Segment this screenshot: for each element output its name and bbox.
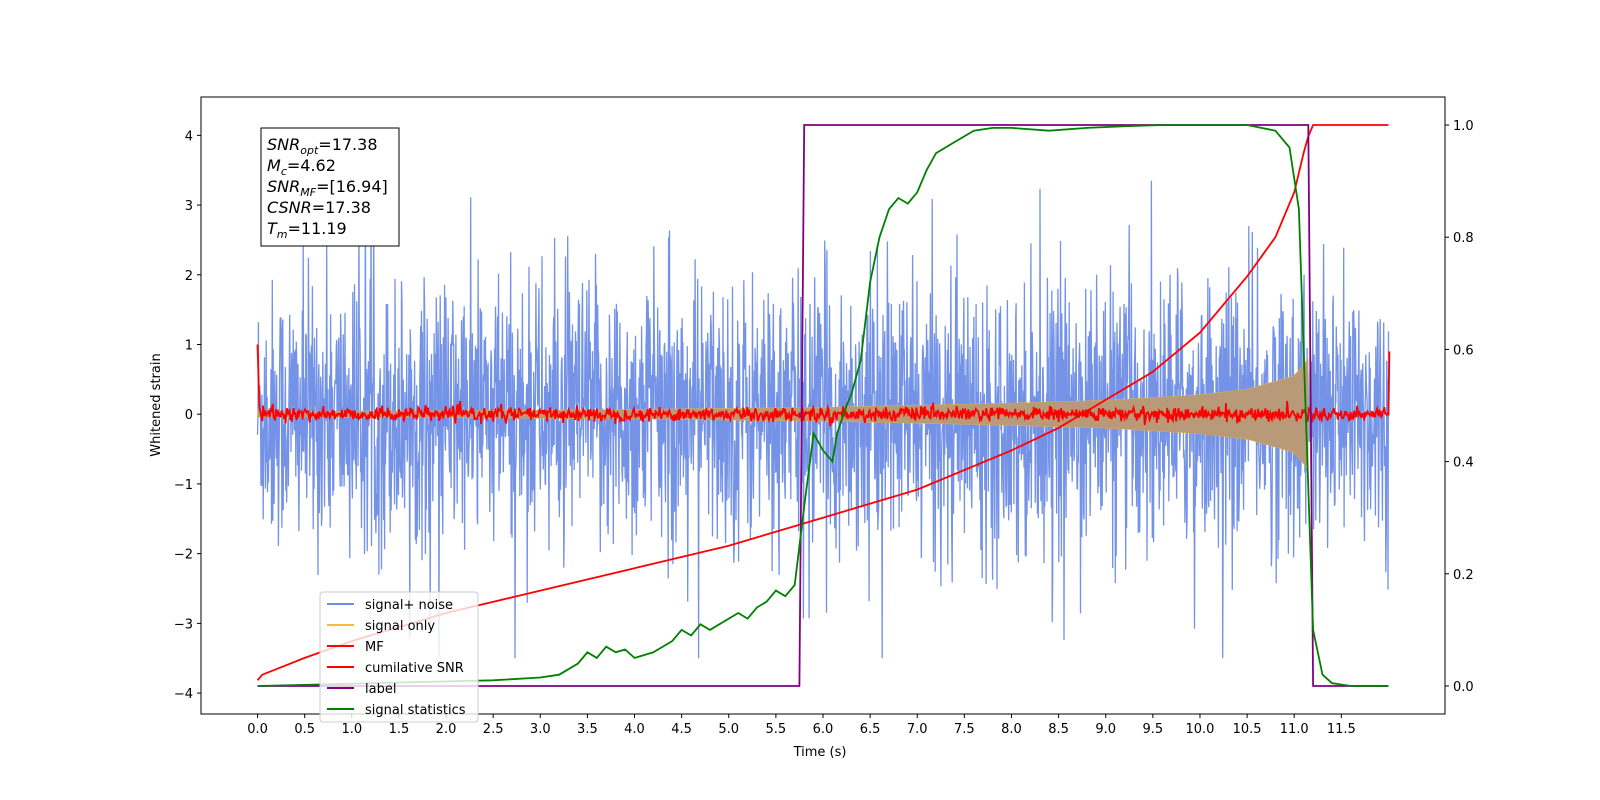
annotation-value: =[16.94] — [316, 177, 388, 196]
annotation-value: =4.62 — [287, 156, 336, 175]
annotation-symbol: SNR — [267, 177, 300, 196]
x-tick-label: 3.5 — [577, 722, 598, 737]
x-tick-label: 2.0 — [436, 722, 457, 737]
y-axis-title: Whitened strain — [149, 353, 164, 456]
x-tick-label: 1.0 — [341, 722, 362, 737]
x-tick-label: 1.5 — [389, 722, 410, 737]
annotation-box-frame — [260, 127, 400, 247]
x-tick-label: 9.0 — [1095, 722, 1116, 737]
y-tick-label-right: 0.6 — [1453, 343, 1474, 358]
x-tick-label: 3.0 — [530, 722, 551, 737]
annotation-line: Mc=4.62 — [267, 156, 336, 178]
x-tick-label: 4.5 — [671, 722, 692, 737]
y-tick-label-left: −1 — [174, 478, 193, 493]
annotation-line: SNRopt=17.38 — [267, 135, 378, 157]
x-tick-label: 5.5 — [766, 722, 787, 737]
legend-label: signal only — [365, 619, 435, 634]
y-tick-label-left: 3 — [185, 199, 193, 214]
x-tick-label: 4.0 — [624, 722, 645, 737]
legend: signal+ noise signal only MF cumilative SNR… — [319, 591, 479, 723]
annotation-symbol: T — [267, 219, 278, 238]
y-tick-label-left: −4 — [174, 687, 193, 702]
series-label — [257, 124, 1389, 687]
x-tick-label: 5.0 — [718, 722, 739, 737]
y-tick-label-right: 0.8 — [1453, 231, 1474, 246]
x-tick-label: 0.5 — [294, 722, 315, 737]
annotation-line: CSNR=17.38 — [267, 198, 371, 217]
annotation-line: SNRMF=[16.94] — [267, 177, 388, 199]
annotation-value: =17.38 — [318, 135, 377, 154]
annotation-subscript: m — [277, 228, 288, 241]
series-mf — [256, 344, 1391, 427]
x-tick-label: 6.5 — [860, 722, 881, 737]
y-tick-label-left: −2 — [174, 548, 193, 563]
y-tick-label-right: 0.4 — [1453, 456, 1474, 471]
annotation-value: =11.19 — [288, 219, 347, 238]
legend-label: label — [365, 682, 396, 697]
axes-layer: 0.0 0.5 1.0 1.5 2.0 2.5 3.0 3.5 4.0 4.5 5.0 5.5 6.0 6… — [174, 119, 1474, 737]
x-tick-label: 9.5 — [1143, 722, 1164, 737]
series-signal-statistics — [257, 124, 1389, 687]
x-axis-title: Time (s) — [793, 745, 847, 760]
y-tick-label-left: 1 — [185, 338, 193, 353]
annotation-symbol: CSNR — [267, 198, 312, 217]
x-tick-label: 7.0 — [907, 722, 928, 737]
legend-label: signal+ noise — [365, 598, 453, 613]
y-tick-label-right: 0.2 — [1453, 568, 1474, 583]
x-tick-label: 8.5 — [1048, 722, 1069, 737]
x-tick-label: 7.5 — [954, 722, 975, 737]
legend-label: signal statistics — [365, 703, 466, 718]
x-tick-label: 0.0 — [247, 722, 268, 737]
legend-frame — [319, 591, 479, 723]
annotation-value: =17.38 — [312, 198, 371, 217]
x-tick-label: 2.5 — [483, 722, 504, 737]
x-tick-label: 11.0 — [1280, 722, 1309, 737]
annotation-symbol: SNR — [267, 135, 300, 154]
legend-label: cumilative SNR — [365, 661, 464, 676]
annotation-subscript: opt — [300, 144, 319, 157]
annotation-subscript: c — [281, 165, 287, 178]
y-tick-label-left: 0 — [185, 408, 193, 423]
x-tick-label: 10.5 — [1233, 722, 1262, 737]
legend-label: MF — [365, 640, 384, 655]
annotation-symbol: M — [267, 156, 281, 175]
y-tick-label-right: 1.0 — [1453, 119, 1474, 134]
x-tick-label: 10.0 — [1185, 722, 1214, 737]
annotation-subscript: MF — [300, 186, 316, 199]
x-tick-label: 6.0 — [813, 722, 834, 737]
x-tick-label: 8.0 — [1001, 722, 1022, 737]
annotation-line: Tm=11.19 — [267, 219, 347, 241]
y-tick-label-left: 2 — [185, 269, 193, 284]
y-tick-label-right: 0.0 — [1453, 680, 1474, 695]
y-tick-label-left: −3 — [174, 617, 193, 632]
y-tick-label-left: 4 — [185, 129, 193, 144]
x-tick-label: 11.5 — [1327, 722, 1356, 737]
annotation-box: SNRopt=17.38Mc=4.62SNRMF=[16.94]CSNR=17.… — [260, 127, 400, 247]
